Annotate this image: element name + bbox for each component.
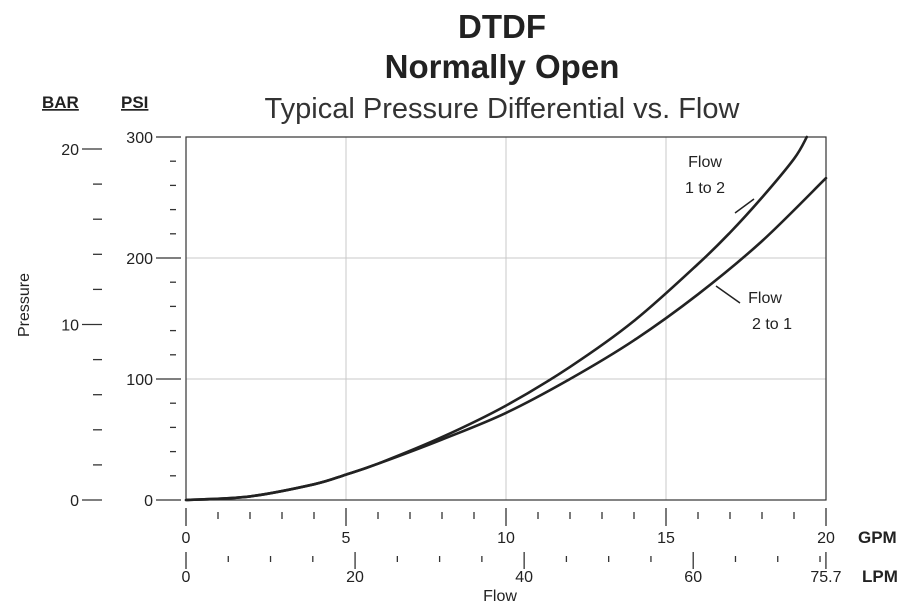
x-tick-label: 15 xyxy=(657,530,675,547)
y-tick-label: 200 xyxy=(126,251,153,268)
x-tick-label: 5 xyxy=(342,530,351,547)
bar-tick-label: 10 xyxy=(61,318,79,335)
lpm-tick-label: 60 xyxy=(684,569,702,586)
x-tick-label: 20 xyxy=(817,530,835,547)
y-unit-primary: PSI xyxy=(121,93,148,112)
chart-title: DTDF xyxy=(458,8,546,45)
x-unit-secondary: LPM xyxy=(862,567,898,586)
annotation-leader-line xyxy=(734,198,755,214)
bar-tick-label: 20 xyxy=(61,142,79,159)
plot-area-frame xyxy=(185,136,827,501)
annotation-leader-line xyxy=(715,285,741,304)
chart-subtitle: Normally Open xyxy=(384,48,620,85)
lpm-tick-label: 20 xyxy=(346,569,364,586)
series-line-2 xyxy=(184,176,828,502)
chart-subtitle-secondary: Typical Pressure Differential vs. Flow xyxy=(264,93,740,125)
series-annotation-label: 1 to 2 xyxy=(685,180,725,197)
y-tick-label: 100 xyxy=(126,372,153,389)
x-tick-label: 0 xyxy=(182,530,191,547)
series-annotation-label: Flow xyxy=(688,154,722,171)
y-unit-secondary: BAR xyxy=(42,93,79,112)
series-layer: Flow 1 to 2 Flow 2 to 1 xyxy=(184,135,828,502)
x-axis-label: Flow xyxy=(483,588,517,605)
grid-lines xyxy=(186,137,826,500)
x-unit-primary: GPM xyxy=(858,528,897,547)
bar-tick-label: 0 xyxy=(70,493,79,510)
y-axis-label: Pressure xyxy=(16,273,33,337)
x-tick-label: 10 xyxy=(497,530,515,547)
series-annotation-label: Flow xyxy=(748,290,782,307)
y-tick-label: 0 xyxy=(144,493,153,510)
lpm-tick-label: 75.7 xyxy=(810,569,841,586)
series-annotation-label: 2 to 1 xyxy=(752,316,792,333)
y-tick-label: 300 xyxy=(126,130,153,147)
lpm-tick-label: 40 xyxy=(515,569,533,586)
lpm-tick-label: 0 xyxy=(182,569,191,586)
